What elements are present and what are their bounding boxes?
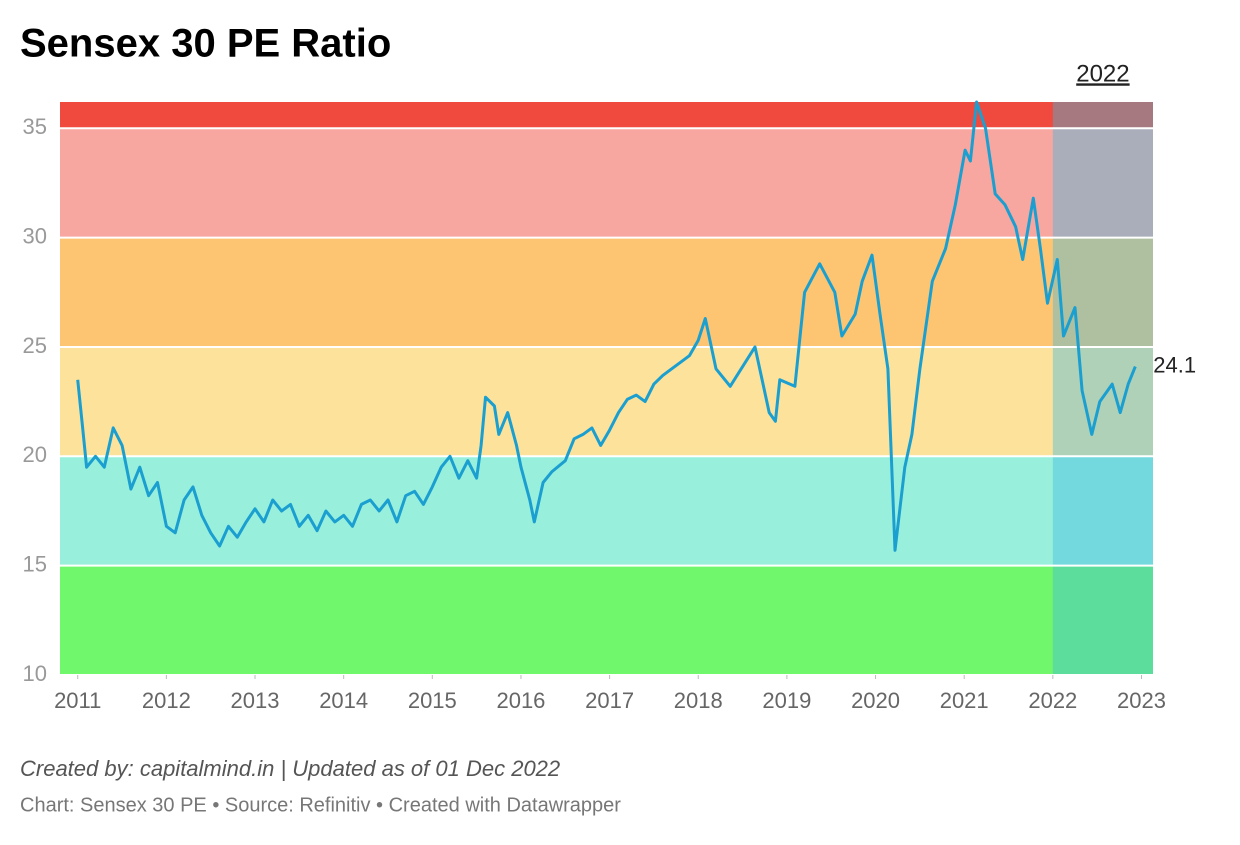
x-tick-label: 2019 — [762, 688, 811, 713]
x-tick-label: 2021 — [940, 688, 989, 713]
chart-title: Sensex 30 PE Ratio — [20, 22, 391, 66]
y-tick-label: 20 — [23, 442, 47, 467]
value-band — [60, 456, 1153, 566]
x-tick-label: 2011 — [54, 688, 101, 713]
y-tick-label: 10 — [23, 661, 47, 686]
x-tick-label: 2023 — [1117, 688, 1166, 713]
x-tick-label: 2015 — [408, 688, 457, 713]
x-tick-label: 2016 — [496, 688, 545, 713]
end-value-label: 24.1 — [1153, 352, 1196, 377]
y-tick-label: 30 — [23, 223, 47, 248]
y-tick-label: 25 — [23, 333, 47, 358]
highlight-label: 2022 — [1076, 60, 1129, 87]
data-line — [76, 100, 1137, 552]
source-note: Chart: Sensex 30 PE • Source: Refinitiv … — [20, 794, 621, 816]
highlight-region — [1052, 102, 1153, 675]
y-tick-label: 35 — [23, 114, 47, 139]
x-tick-label: 2022 — [1028, 688, 1077, 713]
value-band — [60, 565, 1153, 675]
x-tick-label: 2013 — [231, 688, 280, 713]
plot-area: 2022 10 15 20 25 30 35 2011 2012 2013 2014 2015 2016… — [23, 60, 1197, 712]
value-band — [60, 102, 1153, 129]
x-tick-label: 2012 — [142, 688, 191, 713]
x-tick-label: 2020 — [851, 688, 900, 713]
x-tick-label: 2017 — [585, 688, 634, 713]
y-tick-label: 15 — [23, 551, 47, 576]
credit-note: Created by: capitalmind.in | Updated as … — [20, 756, 560, 781]
x-tick-label: 2014 — [319, 688, 368, 713]
value-band — [60, 346, 1153, 457]
x-tick-label: 2018 — [674, 688, 723, 713]
value-band — [60, 237, 1153, 347]
